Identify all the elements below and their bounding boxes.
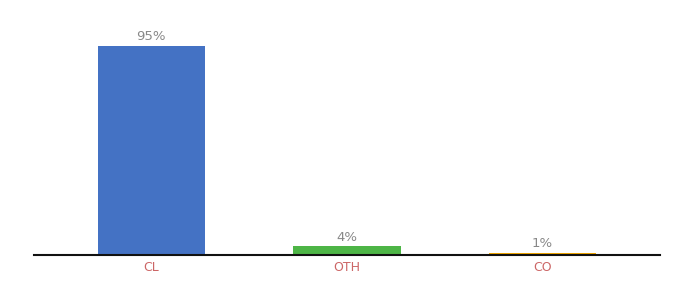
Bar xyxy=(293,246,401,255)
Text: 4%: 4% xyxy=(337,231,357,244)
Bar xyxy=(97,46,205,255)
Text: 1%: 1% xyxy=(532,237,553,250)
Text: 95%: 95% xyxy=(137,30,166,44)
Bar xyxy=(488,253,596,255)
